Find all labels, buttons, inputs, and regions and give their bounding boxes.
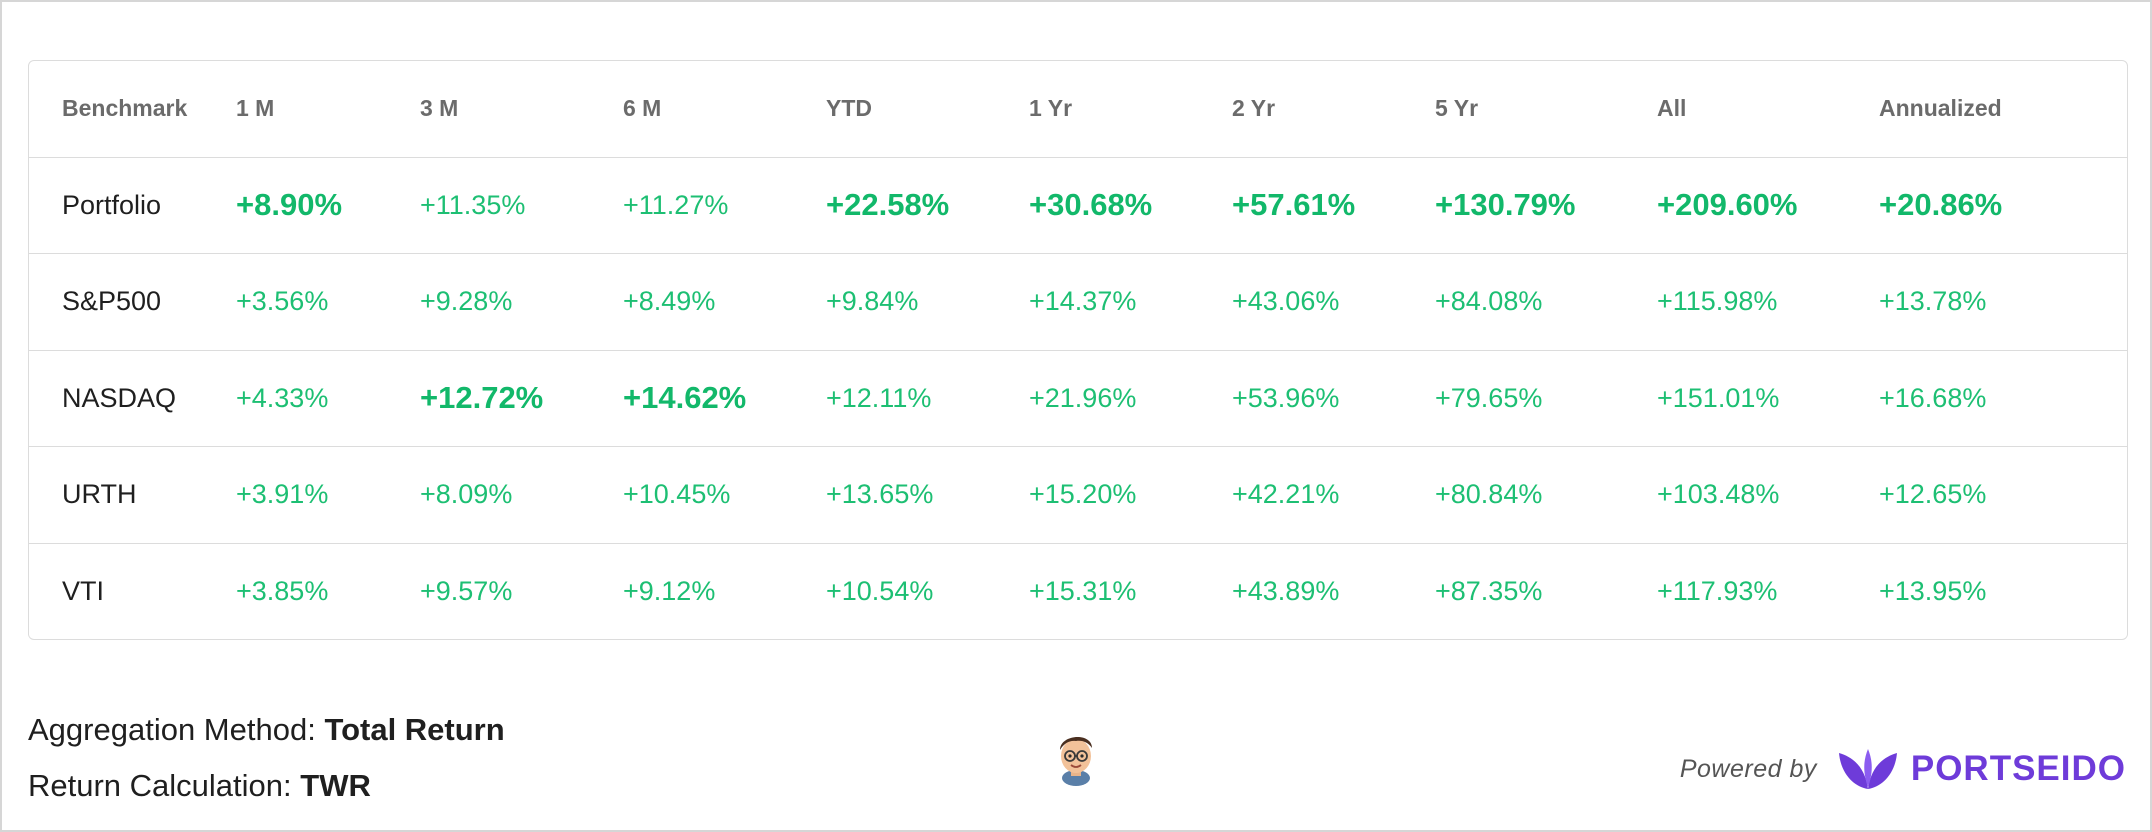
benchmark-name-cell: S&P500 (62, 286, 162, 317)
column-header-annualized: Annualized (1879, 95, 2002, 122)
column-header-benchmark: Benchmark (62, 95, 188, 122)
return-value-cell: +117.93% (1657, 576, 1778, 606)
benchmark-name-cell: NASDAQ (62, 382, 177, 413)
return-value-cell: +8.49% (623, 286, 716, 317)
return-value-cell: +15.20% (1029, 479, 1137, 510)
brand-name: PORTSEIDO (1910, 749, 2126, 788)
return-value-cell: +16.68% (1879, 382, 1987, 413)
return-value-cell: +10.45% (623, 479, 731, 510)
column-header-1yr: 1 Yr (1029, 95, 1073, 122)
return-value-cell: +130.79% (1435, 187, 1576, 223)
aggregation-method-line: Aggregation Method: Total Return (28, 702, 505, 758)
table-header-row: Benchmark 1 M 3 M 6 M YTD 1 Yr 2 Yr 5 Yr… (29, 61, 2127, 157)
return-value-cell: +103.48% (1657, 479, 1780, 510)
return-value-cell: +15.31% (1029, 576, 1137, 606)
return-value-cell: +22.58% (826, 187, 950, 223)
calculation-info: Aggregation Method: Total Return Return … (28, 702, 505, 814)
return-value-cell: +3.85% (236, 576, 329, 606)
return-value-cell: +12.65% (1879, 479, 1987, 510)
return-value-cell: +3.56% (236, 286, 329, 317)
column-header-2yr: 2 Yr (1232, 95, 1276, 122)
return-value-cell: +13.95% (1879, 576, 1987, 606)
return-calculation-label: Return Calculation: (28, 768, 292, 803)
aggregation-method-value: Total Return (324, 712, 505, 747)
return-value-cell: +87.35% (1435, 576, 1543, 606)
memoji-avatar-icon (1060, 736, 1092, 786)
return-value-cell: +14.37% (1029, 286, 1137, 317)
return-value-cell: +3.91% (236, 479, 329, 510)
return-value-cell: +14.62% (623, 380, 747, 416)
return-value-cell: +11.35% (420, 189, 526, 220)
return-value-cell: +57.61% (1232, 187, 1356, 223)
return-calculation-line: Return Calculation: TWR (28, 758, 505, 814)
table-row: Portfolio +8.90% +11.35% +11.27% +22.58% +30.… (29, 157, 2127, 254)
benchmark-name-cell: VTI (62, 576, 105, 606)
return-value-cell: +79.65% (1435, 382, 1543, 413)
return-value-cell: +8.90% (236, 187, 343, 223)
return-value-cell: +9.84% (826, 286, 919, 317)
powered-by-label: Powered by (1679, 754, 1817, 783)
return-value-cell: +53.96% (1232, 382, 1340, 413)
return-value-cell: +84.08% (1435, 286, 1543, 317)
aggregation-method-label: Aggregation Method: (28, 712, 316, 747)
column-header-all: All (1657, 95, 1687, 122)
table-row: S&P500 +3.56% +9.28% +8.49% +9.84% +14.37% +43… (29, 253, 2127, 351)
column-header-5yr: 5 Yr (1435, 95, 1479, 122)
return-value-cell: +30.68% (1029, 187, 1153, 223)
return-value-cell: +11.27% (623, 189, 729, 220)
return-calculation-value: TWR (300, 768, 371, 803)
return-value-cell: +151.01% (1657, 382, 1780, 413)
return-value-cell: +12.72% (420, 380, 544, 416)
table-row: NASDAQ +4.33% +12.72% +14.62% +12.11% +21.96%… (29, 350, 2127, 447)
benchmark-name-cell: Portfolio (62, 189, 162, 220)
return-value-cell: +12.11% (826, 382, 932, 413)
powered-by-badge[interactable]: Powered by PORTSEIDO (1680, 744, 2126, 794)
return-value-cell: +9.28% (420, 286, 513, 317)
column-header-3m: 3 M (420, 95, 459, 122)
return-value-cell: +9.12% (623, 576, 716, 606)
benchmark-name-cell: URTH (62, 479, 137, 510)
column-header-6m: 6 M (623, 95, 662, 122)
table-body: Portfolio +8.90% +11.35% +11.27% +22.58% +30.… (29, 157, 2127, 639)
return-value-cell: +43.06% (1232, 286, 1340, 317)
column-header-ytd: YTD (826, 95, 872, 122)
table-row: VTI +3.85% +9.57% +9.12% +10.54% +15.31% +43.8… (29, 543, 2127, 639)
table-row: URTH +3.91% +8.09% +10.45% +13.65% +15.20% +42… (29, 446, 2127, 544)
return-value-cell: +209.60% (1657, 187, 1798, 223)
benchmark-table-card: Benchmark 1 M 3 M 6 M YTD 1 Yr 2 Yr 5 Yr… (28, 60, 2128, 640)
benchmark-table: Benchmark 1 M 3 M 6 M YTD 1 Yr 2 Yr 5 Yr… (29, 61, 2127, 639)
return-value-cell: +21.96% (1029, 382, 1137, 413)
return-value-cell: +13.65% (826, 479, 934, 510)
return-value-cell: +9.57% (420, 576, 513, 606)
return-value-cell: +80.84% (1435, 479, 1543, 510)
return-value-cell: +43.89% (1232, 576, 1340, 606)
return-value-cell: +10.54% (826, 576, 934, 606)
return-value-cell: +42.21% (1232, 479, 1340, 510)
return-value-cell: +115.98% (1657, 286, 1778, 317)
return-value-cell: +4.33% (236, 382, 329, 413)
leaf-logo-icon (1838, 749, 1897, 789)
return-value-cell: +8.09% (420, 479, 513, 510)
return-value-cell: +20.86% (1879, 187, 2003, 223)
return-value-cell: +13.78% (1879, 286, 1987, 317)
column-header-1m: 1 M (236, 95, 275, 122)
